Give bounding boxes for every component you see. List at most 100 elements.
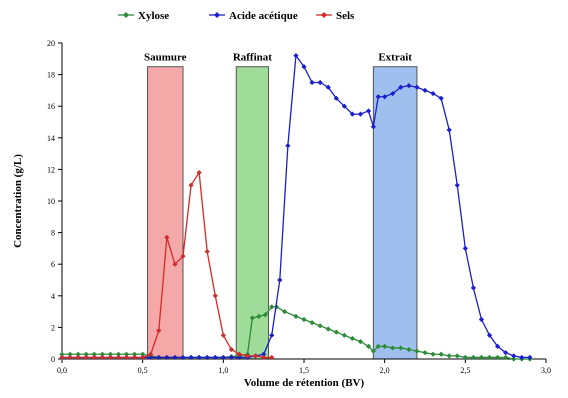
data-point [301, 64, 307, 70]
data-point [370, 124, 376, 130]
data-point [236, 354, 243, 361]
series-sels [59, 169, 275, 361]
data-point [123, 354, 130, 361]
data-point [422, 350, 428, 356]
data-point [454, 182, 460, 188]
data-point [228, 346, 234, 353]
data-point [349, 335, 355, 342]
data-point [375, 94, 381, 100]
data-point [269, 304, 275, 310]
data-point [164, 234, 170, 240]
data-point [83, 354, 89, 361]
data-point [462, 245, 468, 251]
data-point [414, 84, 420, 90]
data-point [132, 351, 138, 357]
data-point [365, 343, 372, 349]
data-point [486, 332, 493, 338]
region-label-raffinat: Raffinat [233, 52, 272, 64]
data-point [212, 293, 218, 299]
data-point [220, 354, 226, 361]
data-point [454, 353, 460, 359]
data-point [503, 354, 509, 361]
data-point [59, 351, 65, 357]
data-point [341, 332, 347, 338]
data-point [204, 248, 210, 255]
legend-marker [321, 12, 327, 18]
y-tick-label: 8 [51, 229, 55, 238]
data-point [503, 350, 509, 356]
data-point [115, 354, 122, 361]
legend-marker [123, 12, 129, 18]
region-raffinat [235, 66, 270, 360]
data-point [349, 111, 355, 117]
data-point [519, 354, 525, 361]
data-point [382, 94, 388, 100]
data-point [486, 354, 493, 361]
data-point [196, 354, 202, 361]
regions-layer: Saumure Raffinat Extrait [144, 52, 418, 360]
data-point [228, 354, 234, 361]
data-point [172, 354, 178, 361]
data-point [370, 348, 376, 354]
region-label-extrait: Extrait [378, 52, 412, 64]
data-point [156, 354, 162, 361]
data-point [341, 103, 347, 109]
data-point [261, 351, 267, 357]
data-point [67, 354, 73, 361]
data-point [132, 354, 138, 361]
data-point [309, 320, 315, 326]
legend-item-acide-acetique: Acide acétique [209, 10, 298, 22]
data-point [406, 346, 412, 353]
data-point [75, 351, 81, 357]
data-point [91, 351, 97, 357]
data-point [293, 313, 299, 319]
data-point [273, 304, 280, 310]
data-point [333, 95, 339, 101]
data-point [325, 84, 331, 90]
data-point [140, 351, 146, 357]
axes-layer: 0 2 4 6 8 10 12 14 16 18 20 0,0 0,5 1,0 1,5 2,0 2,5 3,0 [47, 39, 551, 375]
data-point [244, 353, 251, 359]
data-point [511, 353, 517, 359]
data-point [470, 354, 476, 361]
series-xylose [59, 304, 533, 362]
y-tick-label: 0 [51, 355, 55, 364]
legend-marker [214, 12, 220, 18]
y-tick-label: 16 [47, 102, 55, 111]
data-point [269, 354, 275, 361]
x-tick-label: 3,0 [541, 366, 551, 375]
data-point [285, 143, 291, 149]
data-point [495, 354, 501, 361]
y-tick-label: 20 [47, 39, 55, 48]
data-point [414, 348, 420, 354]
data-point [188, 182, 194, 188]
data-point [75, 354, 81, 361]
data-point [317, 79, 323, 86]
data-point [196, 169, 202, 176]
x-tick-label: 2,5 [460, 366, 470, 375]
data-point [204, 354, 210, 361]
data-point [59, 354, 65, 361]
x-tick-label: 0,0 [57, 366, 67, 375]
data-point [293, 53, 299, 59]
data-point [261, 354, 267, 361]
data-point [67, 351, 73, 357]
data-point [375, 343, 381, 349]
data-point [357, 339, 364, 345]
data-point [180, 354, 186, 361]
legend-item-sels: Sels [316, 10, 355, 22]
data-point [446, 127, 452, 133]
data-point [262, 312, 268, 318]
data-point [398, 345, 404, 351]
legend: Xylose Acide acétique Sels [118, 10, 355, 22]
data-point [188, 354, 194, 361]
y-tick-label: 6 [51, 260, 55, 269]
data-point [301, 316, 307, 323]
data-point [438, 95, 444, 101]
legend-item-xylose: Xylose [118, 10, 169, 22]
data-point [99, 354, 105, 361]
data-point [390, 90, 396, 97]
data-point [277, 277, 283, 283]
y-tick-label: 10 [47, 197, 55, 206]
